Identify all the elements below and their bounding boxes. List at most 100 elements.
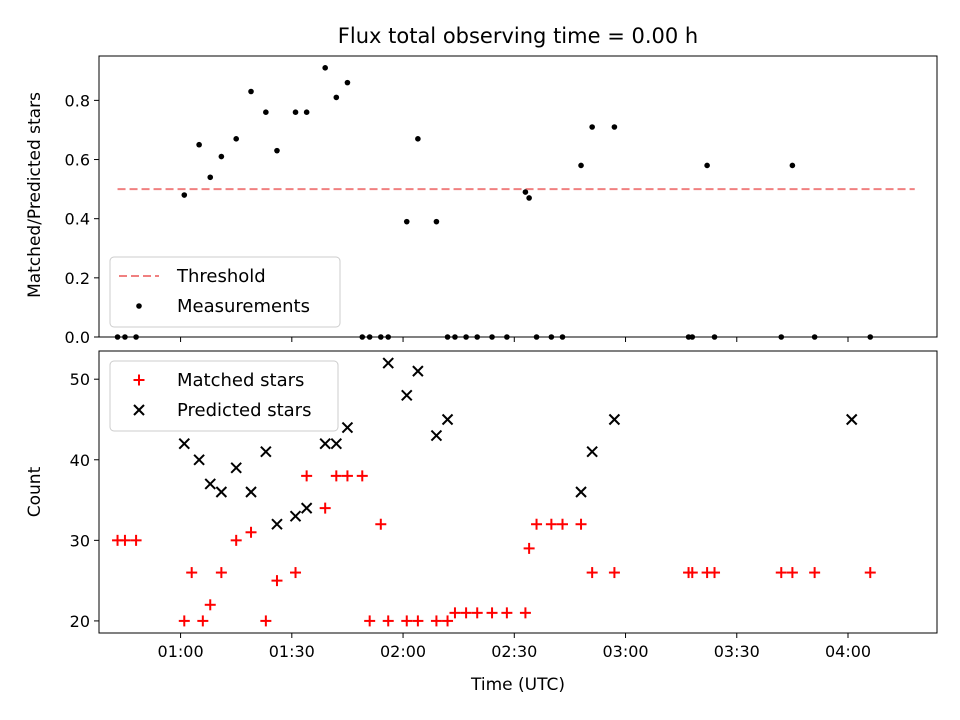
- data-point: [523, 542, 535, 554]
- data-point: [248, 88, 254, 95]
- legend: Matched stars Predicted stars: [109, 360, 339, 432]
- data-point: [809, 567, 821, 579]
- data-point: [274, 147, 280, 154]
- data-point: [575, 486, 587, 498]
- data-point: [290, 567, 302, 579]
- data-point: [704, 162, 710, 169]
- y-tick-label: 30: [70, 531, 90, 550]
- data-point: [178, 437, 190, 450]
- data-point: [233, 136, 239, 142]
- data-point: [356, 470, 368, 482]
- data-point: [245, 526, 257, 538]
- data-point: [586, 446, 598, 458]
- data-point: [271, 518, 283, 530]
- data-point: [412, 615, 424, 627]
- bottom-panel-counts: 20 30 40 50 01:00 01:30 02:00 02:30 03:00 03:30 04…: [25, 350, 938, 661]
- data-point: [460, 607, 472, 619]
- legend: Threshold Measurements: [109, 256, 341, 328]
- x-tick-label: 03:30: [714, 642, 760, 661]
- data-point: [522, 189, 529, 195]
- x-tick-label: 03:00: [602, 642, 648, 661]
- data-point: [608, 567, 620, 579]
- data-point: [449, 607, 461, 619]
- data-point: [322, 65, 328, 71]
- data-point: [415, 136, 421, 142]
- data-point: [412, 365, 424, 377]
- data-point: [204, 478, 216, 490]
- legend-label: Predicted stars: [177, 400, 311, 421]
- x-tick-label: 02:00: [380, 642, 426, 661]
- data-point: [193, 454, 205, 466]
- y-tick-label: 0.2: [65, 269, 90, 288]
- data-point: [382, 615, 394, 627]
- data-point: [303, 109, 310, 115]
- data-point: [589, 124, 595, 130]
- legend-label: Threshold: [176, 266, 266, 287]
- data-point: [846, 413, 858, 426]
- data-point: [586, 567, 598, 579]
- y-axis-label: Count: [25, 466, 45, 517]
- data-point: [709, 567, 721, 579]
- data-point: [441, 413, 454, 426]
- axes-frame: [98, 350, 938, 634]
- data-point: [526, 195, 532, 201]
- data-point: [271, 575, 283, 587]
- data-point: [578, 162, 584, 169]
- data-point: [382, 357, 394, 369]
- data-point: [775, 567, 787, 579]
- data-point: [611, 124, 618, 130]
- data-point: [260, 446, 272, 458]
- data-point: [319, 502, 331, 514]
- data-point: [786, 567, 798, 579]
- data-point: [501, 607, 513, 619]
- data-point: [130, 534, 142, 546]
- data-point: [864, 567, 876, 579]
- data-point: [442, 615, 454, 627]
- x-axis-label: Time (UTC): [470, 675, 565, 695]
- data-point: [186, 567, 198, 579]
- data-point: [119, 534, 131, 546]
- data-point: [330, 437, 343, 450]
- data-point: [364, 615, 376, 627]
- data-point: [545, 518, 557, 530]
- data-point: [433, 218, 440, 225]
- data-point: [789, 162, 796, 169]
- data-point: [230, 462, 242, 474]
- x-tick-label: 01:00: [158, 642, 204, 661]
- data-point: [319, 437, 331, 450]
- series-predicted-stars: [178, 357, 858, 530]
- data-point: [344, 79, 351, 86]
- data-point: [181, 192, 188, 198]
- data-point: [260, 615, 272, 627]
- data-point: [341, 470, 353, 482]
- data-point: [341, 421, 354, 434]
- data-point: [608, 413, 621, 426]
- legend-swatch: [133, 374, 145, 386]
- data-point: [178, 615, 190, 627]
- y-tick-label: 40: [70, 451, 90, 470]
- data-point: [215, 486, 228, 498]
- y-tick-label: 0.8: [65, 91, 90, 110]
- legend-label: Measurements: [177, 296, 310, 317]
- x-tick-label: 04:00: [825, 642, 871, 661]
- data-point: [401, 615, 413, 627]
- series-matched-stars: [112, 470, 876, 627]
- data-point: [301, 470, 313, 482]
- data-point: [531, 518, 543, 530]
- y-axis-label: Matched/Predicted stars: [25, 92, 45, 298]
- data-point: [333, 94, 340, 101]
- data-point: [289, 510, 302, 522]
- data-point: [263, 109, 269, 115]
- data-point: [300, 502, 313, 514]
- y-tick-label: 0.4: [65, 210, 90, 229]
- x-tick-label: 01:30: [269, 642, 315, 661]
- data-point: [196, 141, 202, 148]
- top-panel-ratio: 0.0 0.2 0.4 0.6 0.8 Matched/Predicted stars Th…: [25, 55, 938, 347]
- data-point: [430, 615, 442, 627]
- axes-frame: [98, 55, 938, 338]
- data-point: [430, 429, 443, 442]
- data-point: [215, 567, 227, 579]
- y-tick-label: 0.6: [65, 151, 90, 170]
- series-measurements: [114, 65, 874, 340]
- legend-box: [109, 256, 341, 328]
